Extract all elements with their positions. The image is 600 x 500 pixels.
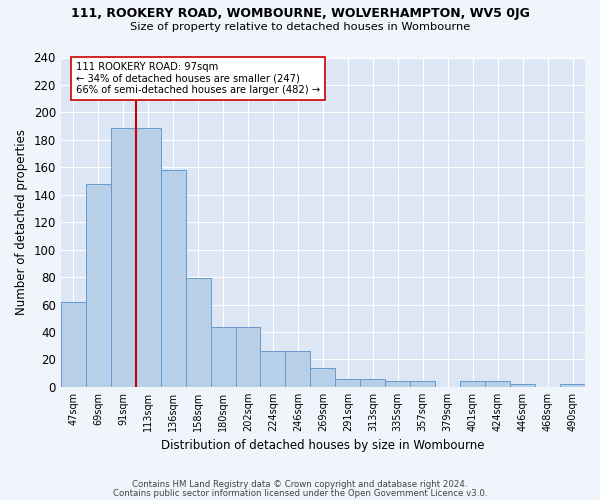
- Text: Contains public sector information licensed under the Open Government Licence v3: Contains public sector information licen…: [113, 489, 487, 498]
- Y-axis label: Number of detached properties: Number of detached properties: [15, 129, 28, 315]
- Text: Size of property relative to detached houses in Wombourne: Size of property relative to detached ho…: [130, 22, 470, 32]
- Bar: [560, 384, 585, 387]
- Text: 111, ROOKERY ROAD, WOMBOURNE, WOLVERHAMPTON, WV5 0JG: 111, ROOKERY ROAD, WOMBOURNE, WOLVERHAMP…: [71, 8, 529, 20]
- Bar: [260, 351, 286, 387]
- Bar: [136, 128, 161, 387]
- Bar: [410, 382, 435, 387]
- Bar: [236, 326, 260, 387]
- Bar: [161, 170, 185, 387]
- Bar: [211, 326, 236, 387]
- Text: Contains HM Land Registry data © Crown copyright and database right 2024.: Contains HM Land Registry data © Crown c…: [132, 480, 468, 489]
- Bar: [335, 378, 361, 387]
- Bar: [61, 302, 86, 387]
- Bar: [310, 368, 335, 387]
- Bar: [385, 382, 410, 387]
- X-axis label: Distribution of detached houses by size in Wombourne: Distribution of detached houses by size …: [161, 440, 485, 452]
- Text: 111 ROOKERY ROAD: 97sqm
← 34% of detached houses are smaller (247)
66% of semi-d: 111 ROOKERY ROAD: 97sqm ← 34% of detache…: [76, 62, 320, 95]
- Bar: [86, 184, 111, 387]
- Bar: [361, 378, 385, 387]
- Bar: [185, 278, 211, 387]
- Bar: [111, 128, 136, 387]
- Bar: [485, 382, 510, 387]
- Bar: [510, 384, 535, 387]
- Bar: [460, 382, 485, 387]
- Bar: [286, 351, 310, 387]
